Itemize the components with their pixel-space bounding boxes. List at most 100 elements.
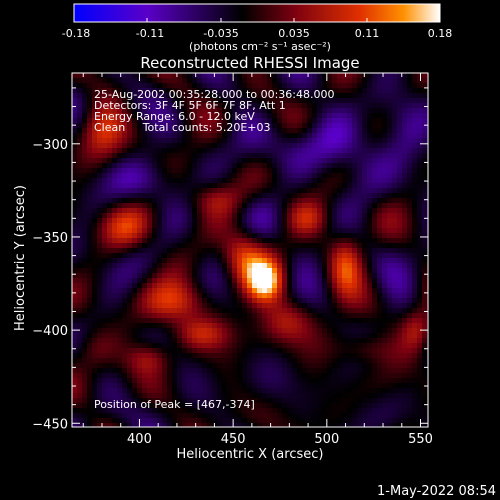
heatmap-cell <box>127 368 133 374</box>
heatmap-cell <box>102 183 108 189</box>
heatmap-cell <box>272 213 278 219</box>
heatmap-cell <box>72 403 78 409</box>
heatmap-cell <box>372 143 378 149</box>
heatmap-cell <box>302 303 308 309</box>
heatmap-cell <box>242 248 248 254</box>
heatmap-cell <box>407 373 413 379</box>
heatmap-cell <box>407 358 413 364</box>
heatmap-cell <box>297 248 303 254</box>
heatmap-cell <box>187 308 193 314</box>
heatmap-cell <box>167 203 173 209</box>
heatmap-cell <box>72 78 78 84</box>
heatmap-cell <box>322 198 328 204</box>
heatmap-cell <box>147 318 153 324</box>
heatmap-cell <box>97 423 103 427</box>
heatmap-cell <box>77 368 83 374</box>
heatmap-cell <box>102 203 108 209</box>
heatmap-cell <box>277 258 283 264</box>
heatmap-cell <box>412 78 418 84</box>
heatmap-cell <box>212 313 218 319</box>
heatmap-cell <box>257 88 263 94</box>
heatmap-cell <box>327 303 333 309</box>
heatmap-cell <box>322 163 328 169</box>
heatmap-cell <box>372 93 378 99</box>
heatmap-cell <box>282 228 288 234</box>
heatmap-cell <box>397 353 403 359</box>
heatmap-cell <box>297 403 303 409</box>
heatmap-cell <box>97 348 103 354</box>
heatmap-cell <box>167 283 173 289</box>
heatmap-cell <box>72 168 78 174</box>
heatmap-cell <box>302 418 308 424</box>
heatmap-cell <box>272 73 278 79</box>
heatmap-cell <box>237 413 243 419</box>
heatmap-cell <box>137 358 143 364</box>
heatmap-cell <box>227 163 233 169</box>
heatmap-cell <box>412 113 418 119</box>
heatmap-cell <box>362 163 368 169</box>
heatmap-cell <box>327 153 333 159</box>
heatmap-cell <box>382 138 388 144</box>
heatmap-cell <box>87 423 93 427</box>
heatmap-cell <box>287 413 293 419</box>
heatmap-cell <box>212 353 218 359</box>
heatmap-cell <box>252 333 258 339</box>
heatmap-cell <box>307 118 313 124</box>
heatmap-cell <box>87 418 93 424</box>
heatmap-cell <box>417 383 423 389</box>
heatmap-cell <box>347 253 353 259</box>
heatmap-cell <box>407 283 413 289</box>
heatmap-cell <box>162 183 168 189</box>
heatmap-cell <box>347 168 353 174</box>
heatmap-cell <box>107 288 113 294</box>
heatmap-cell <box>122 123 128 129</box>
heatmap-cell <box>382 273 388 279</box>
heatmap-cell <box>387 293 393 299</box>
heatmap-cell <box>407 243 413 249</box>
heatmap-cell <box>132 203 138 209</box>
heatmap-cell <box>112 178 118 184</box>
heatmap-cell <box>227 233 233 239</box>
heatmap-cell <box>172 418 178 424</box>
heatmap-cell <box>237 363 243 369</box>
heatmap-cell <box>142 263 148 269</box>
heatmap-cell <box>87 288 93 294</box>
heatmap-cell <box>312 98 318 104</box>
heatmap-cell <box>127 408 133 414</box>
heatmap-cell <box>182 193 188 199</box>
heatmap-cell <box>297 203 303 209</box>
heatmap-cell <box>342 348 348 354</box>
heatmap-cell <box>347 143 353 149</box>
heatmap-cell <box>372 258 378 264</box>
heatmap-cell <box>107 263 113 269</box>
heatmap-cell <box>392 178 398 184</box>
heatmap-cell <box>402 423 408 427</box>
heatmap-cell <box>137 83 143 89</box>
heatmap-cell <box>197 108 203 114</box>
heatmap-cell <box>262 358 268 364</box>
heatmap-cell <box>307 258 313 264</box>
heatmap-cell <box>112 148 118 154</box>
heatmap-cell <box>182 103 188 109</box>
heatmap-cell <box>332 353 338 359</box>
heatmap-cell <box>397 408 403 414</box>
heatmap-cell <box>332 113 338 119</box>
heatmap-cell <box>332 123 338 129</box>
heatmap-cell <box>402 273 408 279</box>
heatmap-cell <box>82 168 88 174</box>
heatmap-cell <box>177 138 183 144</box>
heatmap-cell <box>187 253 193 259</box>
heatmap-cell <box>422 123 428 129</box>
heatmap-cell <box>387 203 393 209</box>
heatmap-cell <box>372 228 378 234</box>
heatmap-cell <box>332 373 338 379</box>
heatmap-cell <box>217 133 223 139</box>
heatmap-cell <box>262 233 268 239</box>
heatmap-cell <box>192 423 198 427</box>
heatmap-cell <box>402 323 408 329</box>
heatmap-cell <box>297 383 303 389</box>
heatmap-cell <box>377 293 383 299</box>
heatmap-cell <box>137 318 143 324</box>
heatmap-cell <box>232 213 238 219</box>
heatmap-cell <box>332 423 338 427</box>
